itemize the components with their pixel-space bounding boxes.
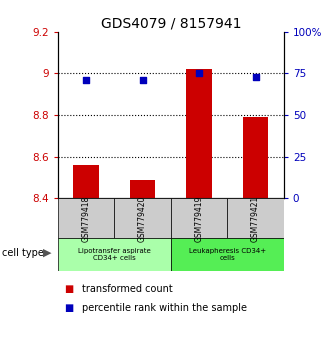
Text: percentile rank within the sample: percentile rank within the sample	[82, 303, 248, 313]
Bar	[58, 238, 171, 271]
Text: transformed count: transformed count	[82, 284, 173, 293]
Text: ▶: ▶	[43, 248, 51, 258]
Text: Lipotransfer aspirate
CD34+ cells: Lipotransfer aspirate CD34+ cells	[78, 248, 150, 261]
Bar	[227, 198, 284, 238]
Bar	[130, 179, 155, 198]
Text: cell type: cell type	[2, 248, 44, 258]
Bar	[171, 238, 284, 271]
Bar	[186, 69, 212, 198]
Title: GDS4079 / 8157941: GDS4079 / 8157941	[101, 17, 241, 31]
Point	[196, 71, 202, 76]
Text: ■: ■	[64, 284, 74, 293]
Bar	[114, 198, 171, 238]
Bar	[58, 198, 114, 238]
Point	[253, 74, 258, 80]
Bar	[171, 198, 227, 238]
Text: ■: ■	[64, 303, 74, 313]
Point	[83, 77, 89, 83]
Text: GSM779419: GSM779419	[194, 195, 204, 242]
Point	[140, 77, 145, 83]
Text: GSM779420: GSM779420	[138, 195, 147, 242]
Bar	[243, 117, 268, 198]
Text: Leukapheresis CD34+
cells: Leukapheresis CD34+ cells	[189, 248, 266, 261]
Text: GSM779418: GSM779418	[82, 195, 90, 242]
Text: GSM779421: GSM779421	[251, 195, 260, 242]
Bar	[73, 165, 99, 198]
